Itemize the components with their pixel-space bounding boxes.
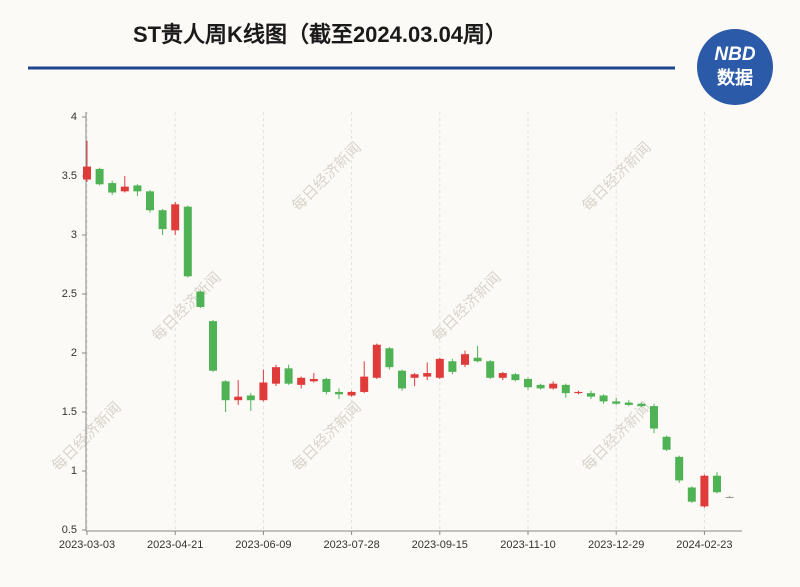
candle-body [372, 344, 381, 378]
y-tick-label: 1 [71, 465, 77, 477]
candle-body [322, 378, 331, 392]
x-tick-label: 2023-12-29 [588, 539, 644, 551]
candle-body [95, 168, 104, 185]
candle-body [335, 391, 343, 395]
candle-body [700, 475, 709, 507]
candle-body [624, 402, 633, 405]
candle-body [461, 354, 469, 365]
y-tick-label: 4 [71, 111, 77, 123]
x-tick-label: 2023-04-21 [147, 539, 203, 551]
candle-body [146, 191, 154, 211]
candle-body [133, 185, 142, 192]
candle-body [511, 374, 520, 381]
candle-body [347, 391, 356, 396]
candle-body [713, 475, 721, 493]
candle-body [587, 393, 595, 397]
candle-body [410, 374, 419, 378]
candle-body [687, 487, 696, 502]
candle-body [725, 496, 734, 498]
candle-body [423, 373, 432, 377]
x-tick-label: 2023-07-28 [323, 539, 379, 551]
candle-body [561, 384, 570, 394]
x-tick-label: 2023-11-10 [500, 539, 555, 551]
candle-body [120, 186, 129, 192]
candle-body [108, 183, 117, 193]
candle-body [524, 378, 532, 388]
y-tick-label: 2.5 [62, 288, 77, 300]
candle-body [234, 396, 243, 401]
candle-body [486, 361, 495, 378]
candle-body [574, 391, 583, 394]
y-tick-label: 1.5 [62, 406, 77, 418]
candle-body [448, 361, 457, 372]
candle-body [309, 378, 318, 382]
candle-body [83, 166, 91, 180]
candle-body [360, 376, 369, 392]
chart-title: ST贵人周K线图（截至2024.03.04周） [133, 22, 507, 47]
candle-body [209, 321, 217, 371]
candle-body [536, 384, 545, 389]
y-tick-label: 0.5 [62, 524, 77, 536]
candle-body [435, 358, 444, 378]
x-tick-label: 2023-09-15 [412, 539, 468, 551]
x-tick-label: 2023-03-03 [59, 539, 115, 551]
candle-body [473, 357, 482, 362]
candle-body [549, 383, 558, 389]
candle-body [498, 373, 507, 378]
candle-body [221, 381, 230, 401]
logo-text: NBD [714, 44, 755, 65]
logo-badge [697, 29, 773, 105]
y-tick-label: 3 [71, 229, 77, 241]
candle-body [272, 367, 280, 384]
candle-body [637, 403, 646, 407]
candle-body [675, 456, 684, 481]
candle-body [259, 382, 268, 401]
y-tick-label: 2 [71, 347, 77, 359]
candle-body [171, 204, 180, 231]
candle-body [385, 348, 394, 368]
candle-body [650, 406, 658, 429]
logo-text: 数据 [717, 67, 753, 88]
candle-body [398, 370, 406, 389]
candle-body [183, 206, 192, 277]
candle-body [612, 401, 621, 404]
x-tick-label: 2023-06-09 [235, 539, 291, 551]
candle-body [158, 210, 167, 230]
candle-body [284, 368, 293, 384]
candle-body [599, 395, 608, 402]
y-tick-label: 3.5 [62, 170, 77, 182]
candle-body [662, 436, 671, 450]
x-tick-label: 2024-02-23 [676, 539, 732, 551]
candle-body [246, 395, 255, 401]
candle-body [196, 291, 205, 307]
candle-body [297, 377, 306, 385]
